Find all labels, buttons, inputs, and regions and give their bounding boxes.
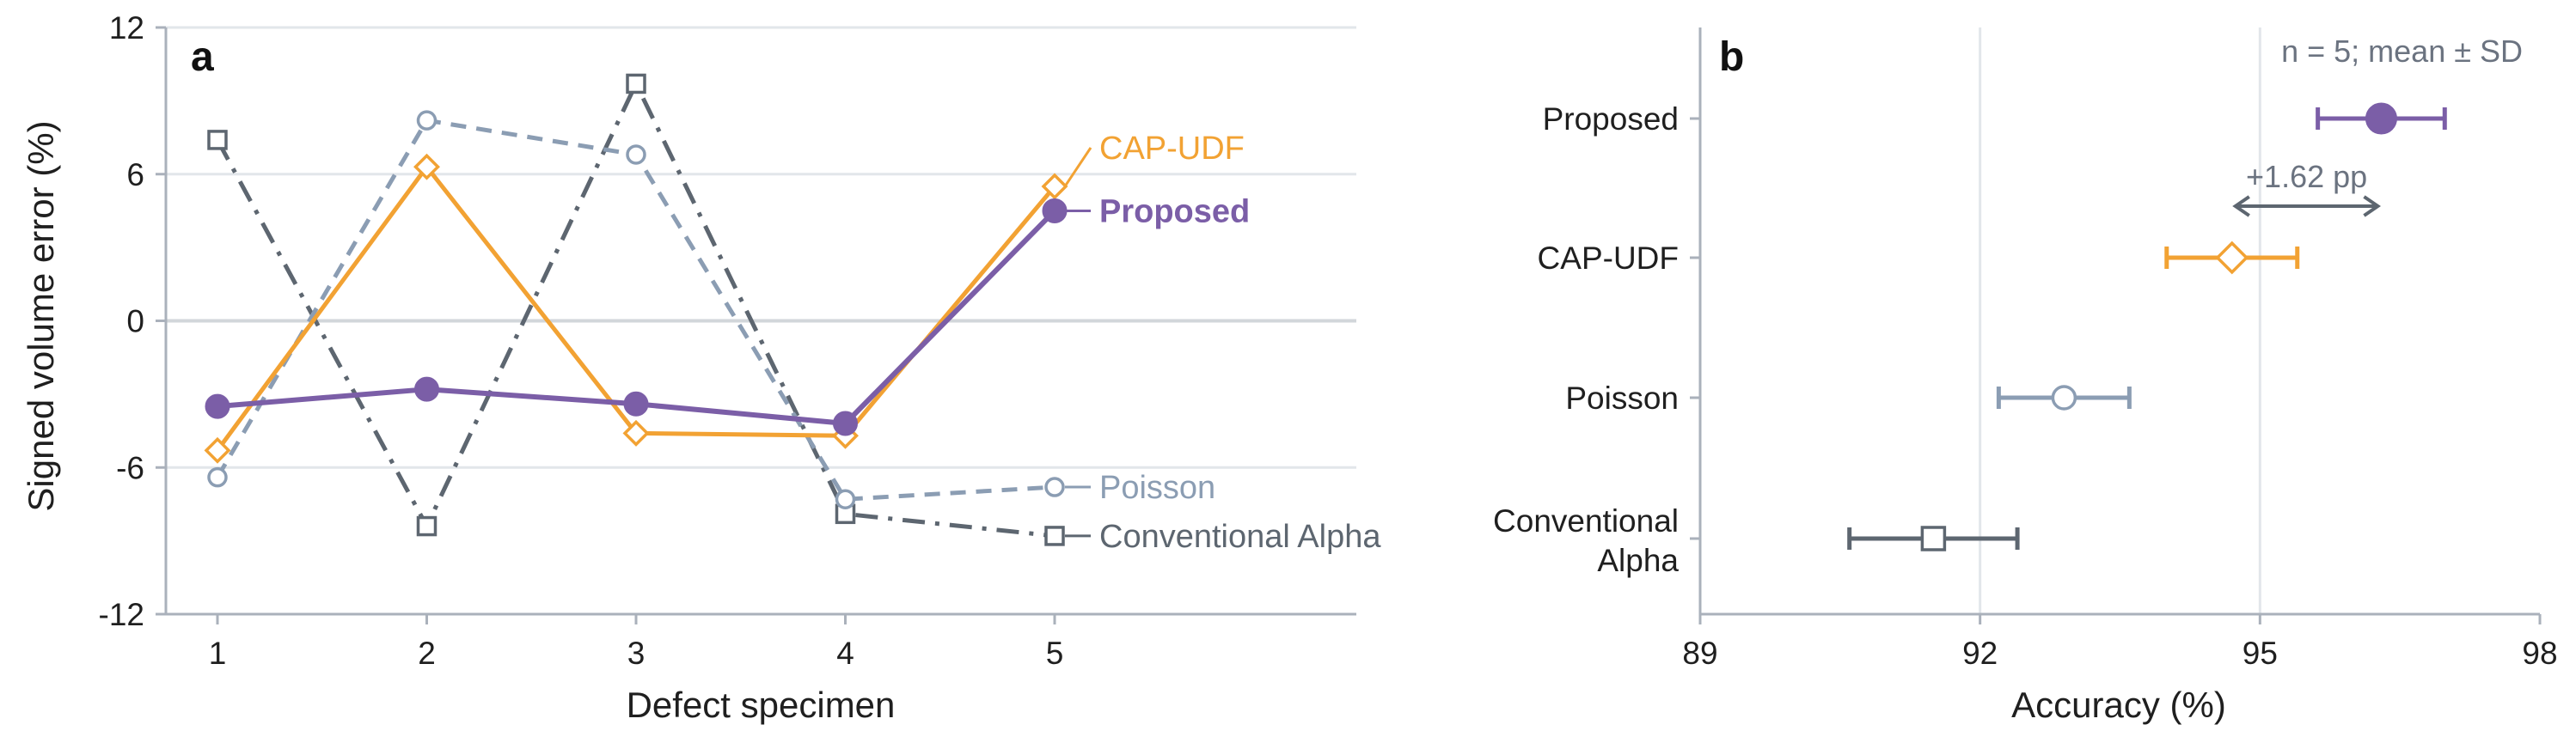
panel-a-series: Conventional Alpha Poisson CAP-UDF Proposed: [204, 73, 1381, 555]
y-tick-label: -12: [99, 597, 144, 632]
data-point: [622, 419, 650, 447]
panel-a-gridlines: [166, 26, 1356, 469]
x-tick-label: 95: [2243, 636, 2278, 671]
data-point: [623, 391, 649, 417]
mean-marker: [1920, 526, 1947, 551]
x-tick-label: 2: [418, 636, 436, 671]
x-tick-label: 98: [2522, 636, 2557, 671]
series-poisson: Poisson: [207, 110, 1215, 509]
series-label: Poisson: [1099, 470, 1215, 506]
y-tick-label: 6: [126, 157, 144, 192]
y-tick-label: 0: [126, 304, 144, 339]
data-point: [205, 393, 230, 419]
panel-b-gridlines: [1979, 27, 2261, 614]
data-point: [207, 130, 228, 150]
data-point: [416, 515, 437, 537]
data-point: [204, 436, 231, 464]
difference-label: +1.62 pp: [2246, 159, 2367, 194]
panel-b-x-ticks: 89 92 95 98: [1682, 614, 2558, 671]
data-point: [1042, 198, 1068, 223]
mean-marker: [2051, 385, 2077, 411]
y-tick-label: -6: [116, 450, 144, 485]
panel-b-axes: [1698, 27, 2540, 616]
panel-b-difference-arrow: +1.62 pp: [2232, 159, 2381, 217]
x-tick-label: 1: [209, 636, 227, 671]
label-leader: [1063, 147, 1092, 187]
series-label: Conventional Alpha: [1099, 519, 1381, 555]
panel-a-y-axis-title: Signed volume error (%): [21, 120, 61, 511]
errorbar-cap-udf: [2164, 241, 2300, 275]
panel-b-errorbar-chart: b n = 5; mean ± SD 89 92 95 98 Proposed CAP-…: [1493, 27, 2558, 725]
data-point: [835, 489, 856, 509]
x-tick-label: 89: [1682, 636, 1717, 671]
panel-a-x-axis-title: Defect specimen: [627, 685, 896, 725]
category-label: Conventional Alpha: [1493, 503, 1679, 578]
panel-b-category-labels: Proposed CAP-UDF Poisson Conventional Alpha: [1493, 101, 1700, 578]
x-tick-label: 3: [627, 636, 646, 671]
x-tick-label: 5: [1046, 636, 1064, 671]
x-tick-label: 4: [836, 636, 854, 671]
panel-a-label: a: [191, 34, 214, 80]
category-label-line: Alpha: [1597, 543, 1679, 578]
panel-b-markers: [1847, 102, 2447, 551]
category-label: CAP-UDF: [1538, 241, 1679, 276]
panel-b-sample-note: n = 5; mean ± SD: [2281, 33, 2523, 69]
panel-b-label: b: [1719, 34, 1744, 80]
y-tick-label: 12: [109, 10, 144, 46]
difference-arrow-head-left: [2232, 195, 2250, 217]
data-point: [626, 144, 646, 165]
errorbar-poisson: [1996, 385, 2132, 411]
category-label: Poisson: [1565, 381, 1679, 416]
data-point: [1044, 526, 1065, 546]
data-point: [833, 411, 858, 436]
series-label: CAP-UDF: [1099, 131, 1245, 167]
panel-a-x-ticks: 1 2 3 4 5: [209, 614, 1064, 671]
mean-marker: [2365, 102, 2397, 135]
data-point: [414, 376, 439, 402]
panel-a-y-ticks: 12 6 0 -6 -12: [99, 10, 166, 632]
errorbar-proposed: [2316, 102, 2447, 135]
data-point: [413, 153, 440, 180]
x-tick-label: 92: [1962, 636, 1998, 671]
category-label: Proposed: [1543, 101, 1679, 137]
data-point: [626, 73, 646, 94]
difference-arrow-head-right: [2363, 195, 2381, 217]
data-point: [416, 110, 437, 131]
data-point: [207, 466, 228, 488]
series-label: Proposed: [1099, 193, 1250, 229]
panel-b-x-axis-title: Accuracy (%): [2011, 685, 2226, 725]
data-point: [1044, 477, 1065, 497]
series-proposed: Proposed: [205, 193, 1250, 436]
errorbar-conventional-alpha: [1847, 526, 2020, 551]
category-label-line: Conventional: [1493, 503, 1679, 539]
mean-marker: [2215, 241, 2249, 275]
data-point: [1041, 173, 1068, 200]
